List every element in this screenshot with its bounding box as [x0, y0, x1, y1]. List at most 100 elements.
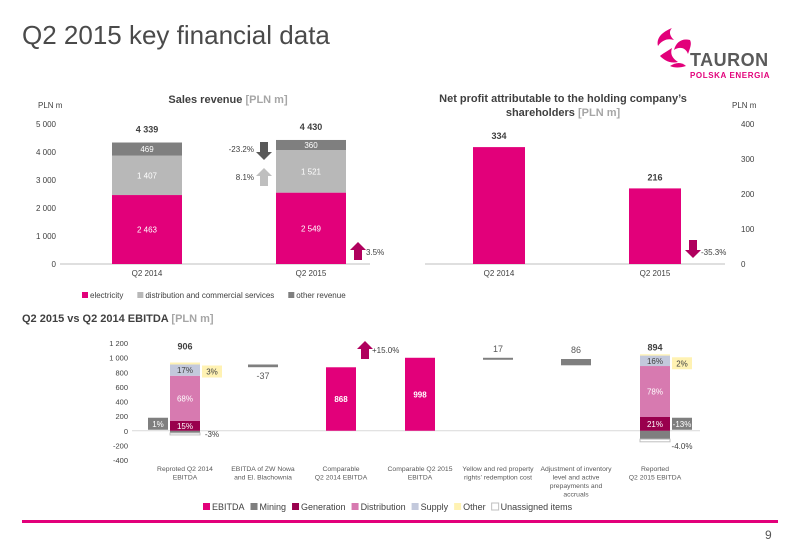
- legend-swatch: [292, 503, 300, 510]
- y-tick-label: 600: [115, 383, 128, 392]
- data-label: 16%: [647, 357, 663, 366]
- bar: [629, 188, 681, 264]
- bar-segment: [112, 155, 182, 196]
- x-tick-label: Q2 2014: [484, 269, 515, 278]
- chart-title: shareholders [PLN m]: [506, 107, 621, 119]
- y-tick-label: 5 000: [36, 120, 57, 129]
- legend-swatch: [137, 292, 144, 298]
- bar: [473, 147, 525, 264]
- legend-item: Distribution: [361, 502, 406, 512]
- bar: [561, 359, 591, 366]
- data-label: 2 549: [301, 224, 322, 233]
- bar-segment: [640, 366, 670, 418]
- bar: [326, 367, 356, 431]
- y-axis-label: PLN m: [732, 101, 757, 110]
- total-label: 894: [647, 342, 662, 352]
- label-badge: [202, 365, 222, 378]
- bar: [483, 357, 513, 360]
- legend-item: Other: [463, 502, 486, 512]
- bar-segment: [170, 364, 200, 376]
- legend-swatch: [454, 503, 462, 510]
- legend-item: Unassigned items: [501, 502, 573, 512]
- data-label: 78%: [647, 388, 663, 397]
- x-tick-label: Reproted Q2 2014: [157, 466, 213, 473]
- logo-name: TAURON: [690, 50, 769, 70]
- chart-title-unit: [PLN m]: [171, 313, 214, 325]
- change-label: 8.1%: [236, 173, 254, 182]
- x-tick-label: level and active: [553, 475, 600, 482]
- bar-segment: [276, 150, 346, 193]
- chart-title: Sales revenue [PLN m]: [168, 94, 288, 106]
- y-tick-label: 400: [741, 120, 755, 129]
- bar-segment: [276, 192, 346, 264]
- y-tick-label: 200: [115, 412, 128, 421]
- bar-segment: [170, 362, 200, 365]
- chart-title-unit: [PLN m]: [578, 107, 621, 119]
- data-label: 86: [571, 345, 581, 355]
- x-tick-label: Adjustment of inventory: [540, 466, 612, 473]
- bar-segment: [169, 432, 201, 436]
- data-label: 21%: [647, 420, 663, 429]
- legend-item: other revenue: [296, 291, 346, 300]
- data-label: 1%: [152, 420, 164, 429]
- y-tick-label: -400: [113, 456, 128, 465]
- legend-swatch: [203, 503, 210, 510]
- bar-segment: [276, 139, 346, 151]
- label-badge: [148, 417, 168, 430]
- y-tick-label: 1 200: [109, 339, 128, 348]
- legend-swatch: [351, 503, 359, 510]
- data-label: 334: [491, 131, 506, 141]
- chart-title: Q2 2015 vs Q2 2014 EBITDA [PLN m]: [22, 313, 214, 325]
- x-tick-label: Q2 2014: [132, 269, 163, 278]
- x-tick-label: Reported: [641, 466, 669, 473]
- chart-title-unit: [PLN m]: [245, 94, 288, 106]
- change-label: -23.2%: [229, 145, 254, 154]
- data-label: 17%: [177, 366, 193, 375]
- label-badge: [672, 417, 692, 430]
- y-tick-label: 2 000: [36, 204, 57, 213]
- data-label: 17: [493, 344, 503, 354]
- x-tick-label: EBITDA: [408, 475, 433, 482]
- y-tick-label: 100: [741, 225, 755, 234]
- legend-item: Mining: [260, 502, 287, 512]
- x-tick-label: Comparable Q2 2015: [388, 466, 453, 473]
- x-tick-label: Q2 2015 EBITDA: [629, 475, 682, 482]
- data-label: -4.0%: [672, 442, 693, 451]
- y-tick-label: 1 000: [109, 354, 128, 363]
- bar-segment: [640, 355, 670, 367]
- data-label: -13%: [673, 420, 692, 429]
- bar-segment: [640, 417, 670, 431]
- up-arrow-icon: [256, 168, 272, 186]
- change-label: -35.3%: [701, 248, 726, 257]
- up-arrow-icon: [350, 242, 366, 260]
- legend-item: distribution and commercial services: [145, 291, 274, 300]
- legend-swatch: [491, 502, 500, 511]
- y-tick-label: 800: [115, 368, 128, 377]
- bar-segment: [640, 354, 670, 356]
- x-tick-label: and El. Blachownia: [234, 475, 292, 482]
- y-tick-label: 0: [741, 260, 746, 269]
- legend-item: electricity: [90, 291, 123, 300]
- x-tick-label: Q2 2015: [296, 269, 327, 278]
- y-tick-label: 4 000: [36, 148, 57, 157]
- data-label: 1 407: [137, 171, 158, 180]
- x-tick-label: Comparable: [322, 466, 359, 473]
- total-label: 4 430: [300, 122, 323, 132]
- data-label: 3%: [206, 368, 218, 377]
- down-arrow-icon: [256, 142, 272, 160]
- legend-swatch: [411, 503, 419, 510]
- tauron-logo: TAURON POLSKA ENERGIA: [650, 20, 790, 90]
- legend-item: Generation: [301, 502, 346, 512]
- data-label: 216: [647, 172, 662, 182]
- y-tick-label: 0: [52, 260, 57, 269]
- data-label: 2 463: [137, 226, 158, 235]
- y-tick-label: 0: [124, 427, 128, 436]
- y-tick-label: -200: [113, 441, 128, 450]
- bar-segment: [112, 142, 182, 156]
- x-tick-label: EBITDA: [173, 475, 198, 482]
- data-label: -37: [256, 371, 269, 381]
- x-tick-label: rights’ redemption cost: [464, 475, 532, 482]
- total-label: 906: [177, 341, 192, 351]
- data-label: 998: [413, 390, 427, 399]
